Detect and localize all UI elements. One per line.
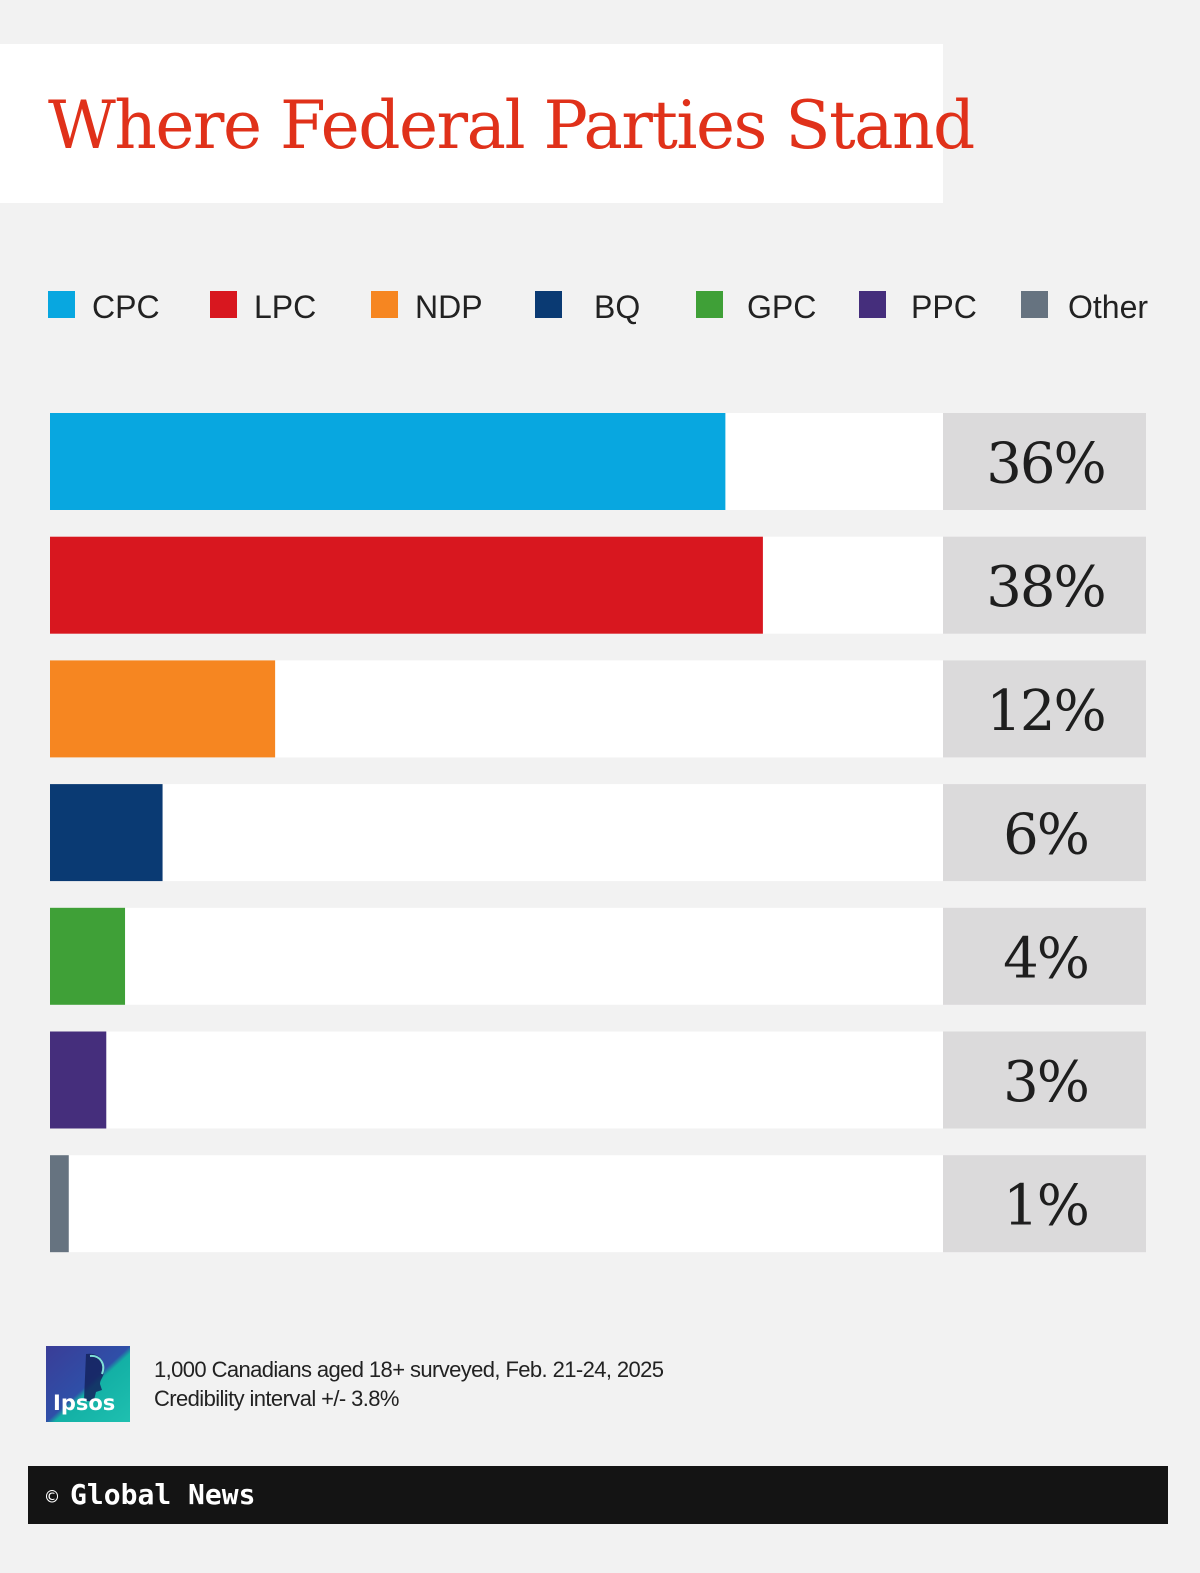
bar-track-bq (50, 784, 943, 882)
legend-swatch (859, 291, 886, 318)
value-label-bq: 6% (1003, 803, 1088, 868)
value-label-ppc: 3% (1003, 1050, 1088, 1115)
value-box-lpc (943, 536, 1146, 634)
legend-swatch (696, 291, 723, 318)
value-label-gpc: 4% (1003, 926, 1088, 991)
legend-label: CPC (92, 289, 160, 325)
survey-note: 1,000 Canadians aged 18+ surveyed, Feb. … (154, 1355, 664, 1413)
bar-ppc (50, 1031, 107, 1129)
legend-swatch (535, 291, 562, 318)
legend-swatch (1021, 291, 1048, 318)
value-box-cpc (943, 413, 1146, 510)
legend-swatch (48, 291, 75, 318)
legend-swatch (371, 291, 398, 318)
bar-lpc (50, 536, 763, 634)
ipsos-logo: Ipsos (46, 1346, 130, 1422)
legend-label: GPC (747, 289, 817, 325)
copyright: © Global News (46, 1478, 255, 1514)
value-label-cpc: 36% (986, 432, 1104, 497)
bar-ndp (50, 660, 276, 758)
chart-title: Where Federal Parties Stand (48, 87, 975, 164)
value-label-lpc: 38% (986, 555, 1104, 620)
value-label-other: 1% (1003, 1174, 1088, 1239)
bar-chart: 36% 38% 12% 6% 4% 3% 1% (50, 413, 1146, 1253)
value-box-other (943, 1155, 1146, 1253)
footer-bar: © Global News (28, 1466, 1168, 1524)
ipsos-logo-icon: Ipsos (46, 1346, 130, 1422)
bar-track-other (50, 1155, 943, 1253)
survey-note-line2: Credibility interval +/- 3.8% (154, 1386, 399, 1411)
value-box-bq (943, 784, 1146, 882)
legend: CPC LPC NDP BQ GPC PPC Other (48, 288, 1158, 328)
legend-label: Other (1068, 289, 1149, 325)
svg-text:Ipsos: Ipsos (53, 1391, 115, 1415)
bar-gpc (50, 907, 126, 1005)
bar-cpc (50, 413, 726, 510)
title-panel (0, 44, 943, 203)
credit-text: Global News (70, 1478, 256, 1511)
legend-label: BQ (594, 289, 641, 325)
bar-track-gpc (50, 907, 943, 1005)
bar-other (50, 1155, 69, 1253)
legend-swatch (210, 291, 237, 318)
value-label-ndp: 12% (986, 679, 1104, 744)
copyright-symbol: © (46, 1485, 59, 1509)
value-box-ndp (943, 660, 1146, 758)
value-box-ppc (943, 1031, 1146, 1129)
bar-track-ppc (50, 1031, 943, 1129)
bar-bq (50, 784, 163, 882)
legend-label: NDP (415, 289, 483, 325)
legend-label: PPC (911, 289, 977, 325)
legend-label: LPC (254, 289, 317, 325)
survey-note-line1: 1,000 Canadians aged 18+ surveyed, Feb. … (154, 1357, 664, 1382)
value-box-gpc (943, 907, 1146, 1005)
